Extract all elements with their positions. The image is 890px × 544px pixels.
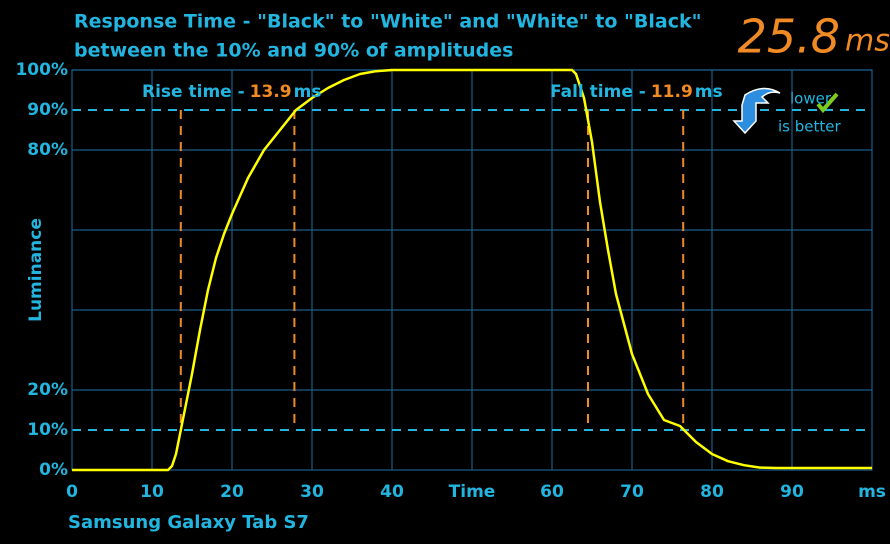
x-tick-label: 20: [220, 482, 244, 502]
annotation-value: 13.9: [250, 82, 292, 102]
x-tick-label: 40: [380, 482, 404, 502]
annotation-unit: ms: [294, 82, 322, 102]
x-tick-label: 60: [540, 482, 564, 502]
result-unit: ms: [845, 24, 890, 59]
data-line: [72, 68, 872, 472]
x-tick-label: ms: [858, 482, 886, 502]
x-tick-label: 80: [700, 482, 724, 502]
annotation-value: 11.9: [651, 82, 693, 102]
y-tick-label: 0%: [39, 460, 68, 480]
x-tick-label: 0: [66, 482, 78, 502]
badge-line: lower: [790, 90, 832, 108]
arrow-icon: [732, 87, 781, 135]
y-tick-label: 80%: [27, 140, 68, 160]
x-tick-label: 30: [300, 482, 324, 502]
annotation-label: Fall time -: [550, 82, 646, 102]
x-tick-label: 90: [780, 482, 804, 502]
result-value: 25.8: [738, 10, 840, 64]
annotation: Rise time -13.9 ms: [142, 82, 321, 102]
x-tick-label: 10: [140, 482, 164, 502]
badge-line: is better: [778, 118, 841, 136]
annotation-unit: ms: [695, 82, 723, 102]
y-tick-label: 20%: [27, 380, 68, 400]
y-tick-label: 100%: [15, 60, 68, 80]
annotation-label: Rise time -: [142, 82, 245, 102]
annotation: Fall time -11.9 ms: [550, 82, 723, 102]
badge: lower is better: [732, 87, 841, 136]
x-tick-label: Time: [449, 482, 496, 502]
source-label: Samsung Galaxy Tab S7: [68, 512, 309, 533]
y-tick-label: 10%: [27, 420, 68, 440]
y-axis-label: Luminance: [26, 218, 46, 322]
check-icon: [816, 92, 839, 114]
plot-area: [71, 68, 873, 472]
chart-title: Response Time - "Black" to "White" and "…: [74, 11, 702, 33]
chart-subtitle: between the 10% and 90% of amplitudes: [74, 40, 513, 62]
x-tick-label: 70: [620, 482, 644, 502]
y-tick-label: 90%: [27, 100, 68, 120]
